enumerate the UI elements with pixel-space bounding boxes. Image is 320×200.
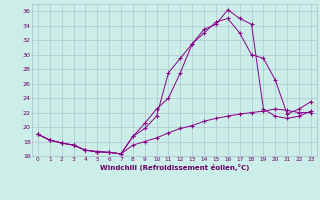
X-axis label: Windchill (Refroidissement éolien,°C): Windchill (Refroidissement éolien,°C) [100,164,249,171]
